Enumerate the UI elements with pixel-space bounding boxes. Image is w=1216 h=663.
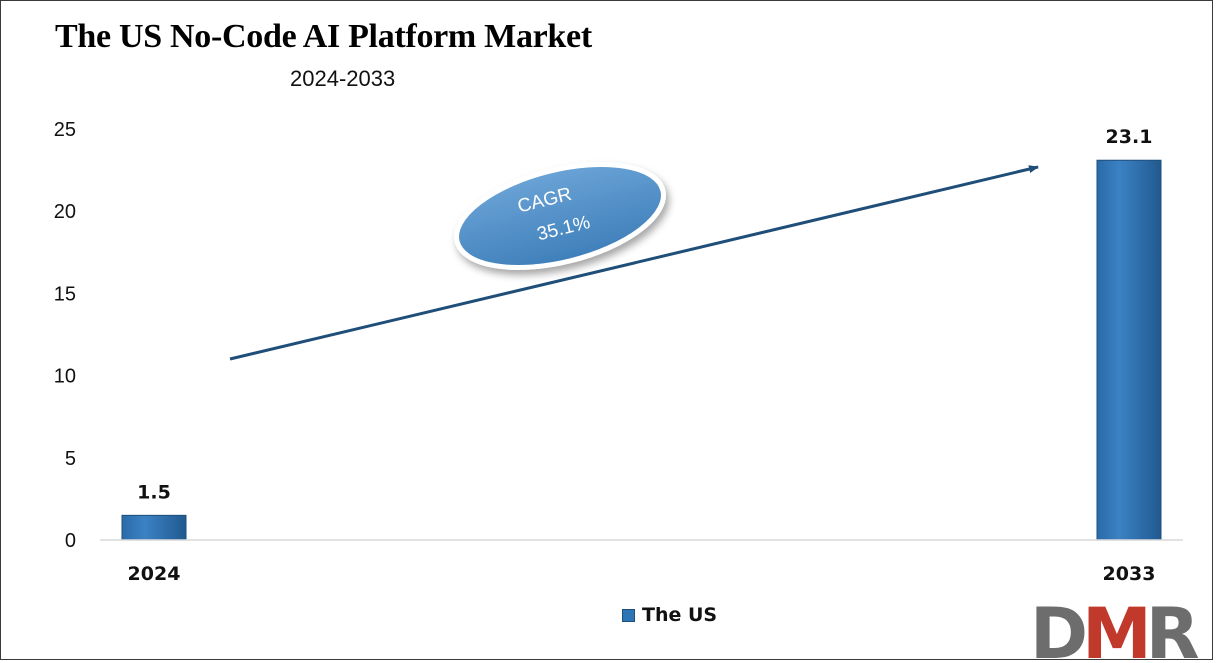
- cagr-annotation: [454, 162, 666, 270]
- trend-arrow: [229, 165, 1039, 361]
- legend-swatch: [622, 608, 635, 622]
- bar: [1096, 159, 1162, 541]
- y-tick-label: 20: [54, 201, 76, 223]
- x-tick-label: 2033: [1103, 563, 1156, 585]
- y-tick-label: 5: [65, 448, 76, 470]
- x-tick-label: 2024: [128, 563, 181, 585]
- bar: [121, 514, 187, 541]
- y-tick-label: 10: [54, 366, 76, 388]
- y-tick-label: 0: [65, 530, 76, 552]
- legend: The US: [622, 604, 717, 626]
- chart-subtitle: 2024-2033: [290, 66, 396, 91]
- y-tick-label: 15: [54, 283, 76, 305]
- legend-label: The US: [642, 604, 718, 626]
- data-label: 1.5: [137, 481, 171, 503]
- y-tick-label: 25: [54, 119, 76, 141]
- cagr-ellipse: [454, 162, 666, 270]
- chart-title: The US No-Code AI Platform Market: [55, 18, 592, 55]
- logo-text: DMR: [1030, 600, 1199, 660]
- dmr-logo: DMR: [1030, 600, 1205, 660]
- data-label: 23.1: [1106, 126, 1153, 148]
